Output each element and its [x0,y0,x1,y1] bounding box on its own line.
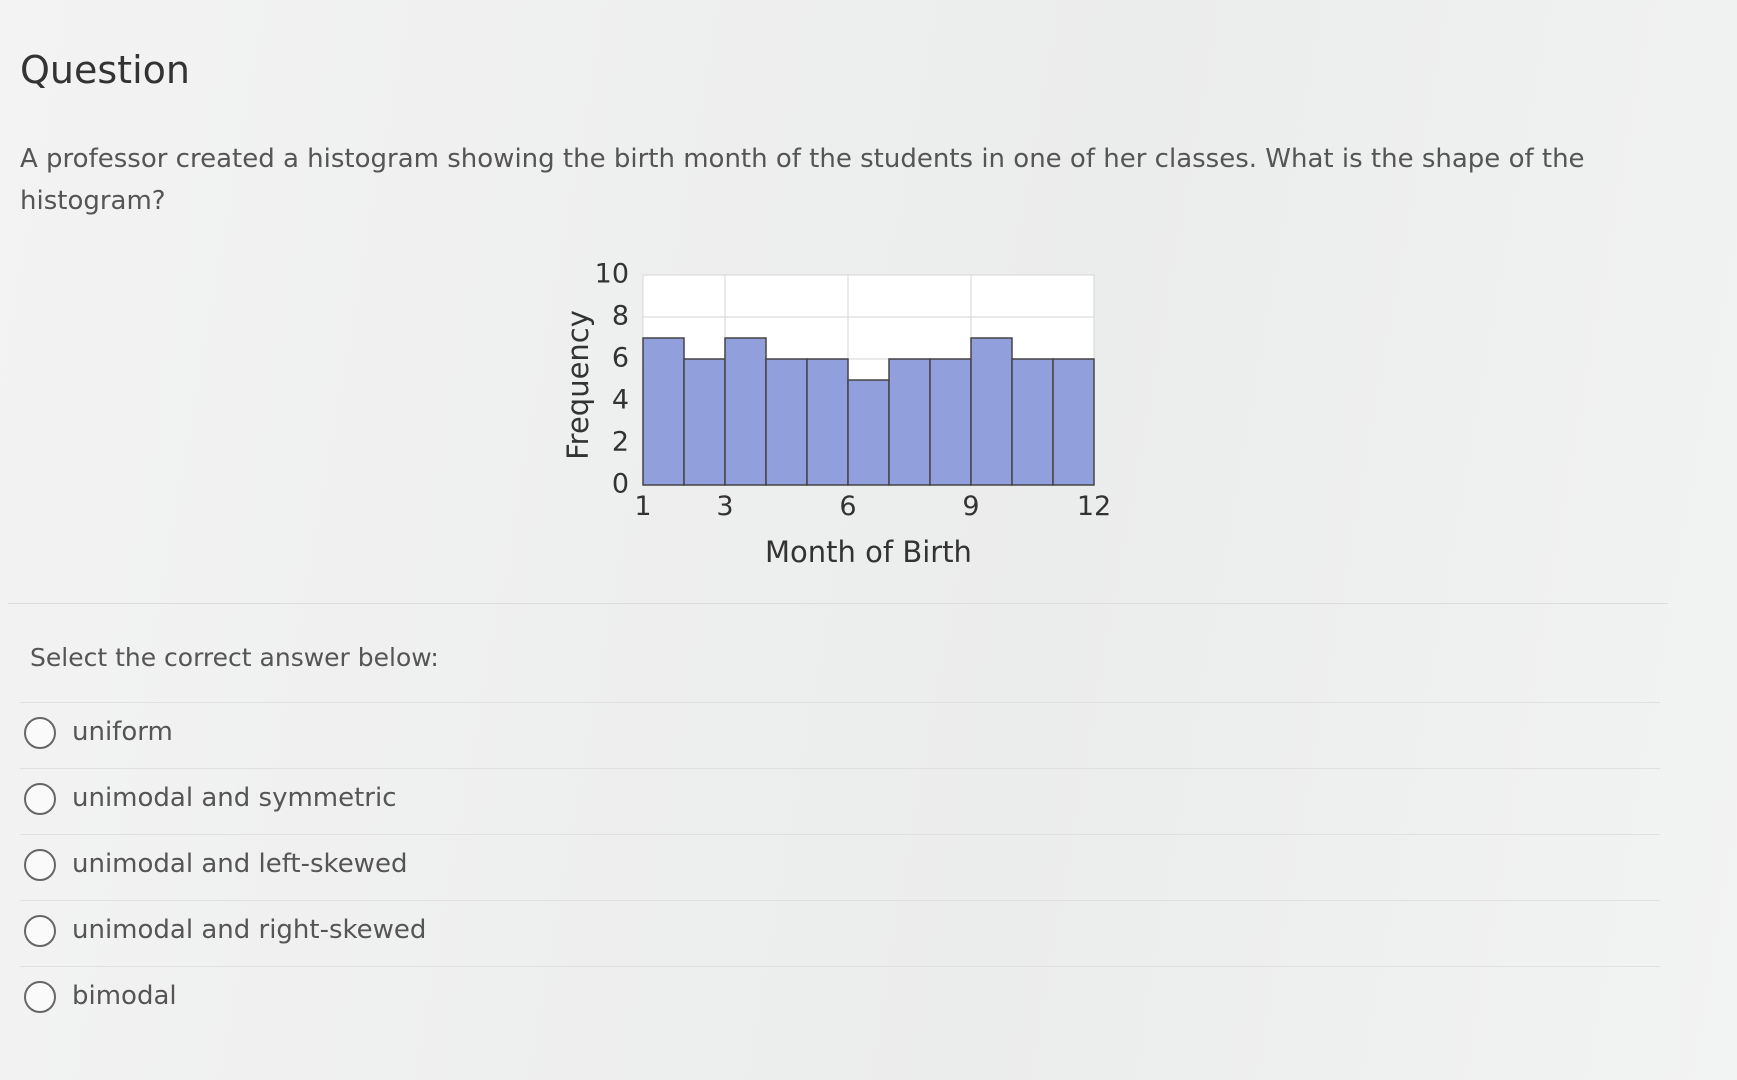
bar [683,358,726,486]
radio-button[interactable] [24,981,56,1013]
histogram-chart: 0 2 4 6 8 10 1 3 6 9 12 Month of Birth Frequency [561,259,1111,570]
answer-prompt: Select the correct answer below: [30,643,439,672]
option-label[interactable]: uniform [72,717,173,747]
answer-option[interactable]: uniform [20,702,1660,769]
bar [765,358,808,486]
answer-option[interactable]: unimodal and left-skewed [20,834,1660,901]
bar [888,358,931,486]
y-tick-label: 2 [612,427,629,458]
y-tick-label: 6 [612,343,629,374]
bar [642,337,685,486]
option-label[interactable]: unimodal and symmetric [72,783,397,813]
option-label[interactable]: bimodal [72,981,177,1011]
bar [1052,358,1095,486]
question-title: Question [20,48,190,92]
option-label[interactable]: unimodal and right-skewed [72,915,427,945]
answer-option[interactable]: unimodal and right-skewed [20,900,1660,967]
x-tick-label: 9 [962,491,979,522]
option-label[interactable]: unimodal and left-skewed [72,849,408,879]
x-tick-label: 3 [716,491,733,522]
separator [8,603,1668,604]
y-tick-label: 4 [612,385,629,416]
y-tick-label: 8 [612,301,629,332]
bar [806,358,849,486]
question-text: A professor created a histogram showing … [20,144,1585,216]
bar [847,379,890,486]
x-axis-label: Month of Birth [765,535,972,569]
answer-option[interactable]: unimodal and symmetric [20,768,1660,835]
radio-button[interactable] [24,849,56,881]
radio-button[interactable] [24,915,56,947]
y-tick-label: 10 [595,259,629,290]
radio-button[interactable] [24,717,56,749]
bar [1011,358,1054,486]
radio-button[interactable] [24,783,56,815]
answer-option[interactable]: bimodal [20,966,1660,1033]
x-tick-label: 6 [839,491,856,522]
y-axis-label: Frequency [561,310,595,460]
y-tick-label: 0 [612,469,629,500]
bar [970,337,1013,486]
bar [929,358,972,486]
x-tick-label: 1 [634,491,651,522]
x-tick-label: 12 [1077,491,1111,522]
bar [724,337,767,486]
